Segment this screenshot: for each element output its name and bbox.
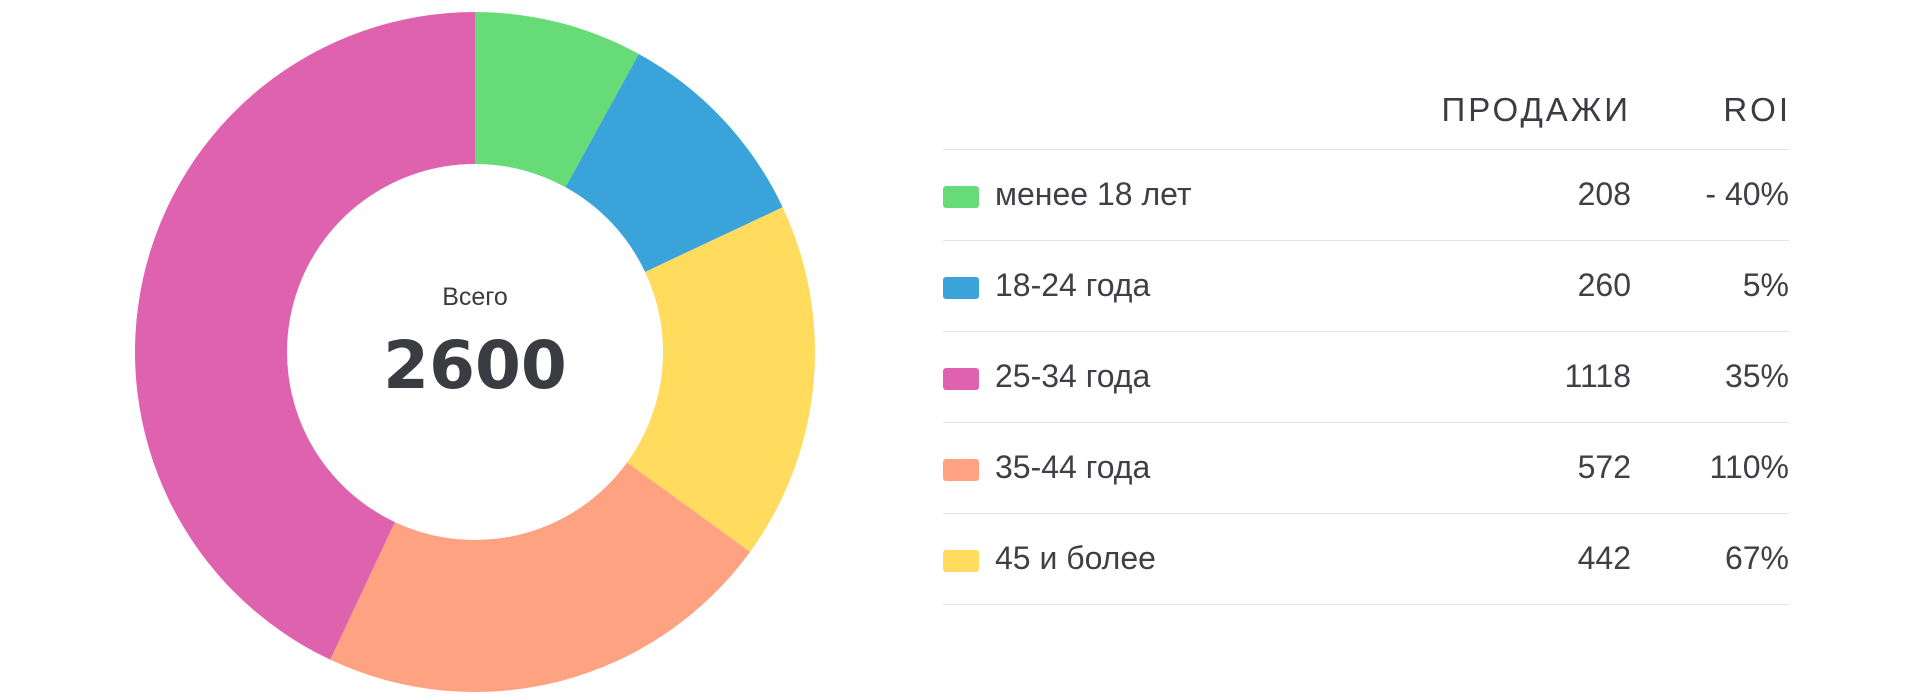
- row-label: 18-24 года: [995, 267, 1151, 303]
- row-roi: 5%: [1742, 267, 1789, 303]
- header-roi: ROI: [1723, 91, 1791, 128]
- row-sales: 260: [1577, 267, 1631, 303]
- table-row: 25-34 года 1118 35%: [943, 332, 1789, 423]
- legend-swatch-35-44: [943, 459, 979, 481]
- row-roi: 67%: [1724, 540, 1789, 576]
- donut-slice-45-и-более: [627, 207, 815, 552]
- row-sales: 208: [1577, 176, 1631, 212]
- donut-slice-35-44-года: [330, 462, 751, 692]
- row-sales: 1118: [1564, 358, 1631, 394]
- row-label: менее 18 лет: [995, 176, 1192, 212]
- center-total: 2600: [383, 327, 567, 404]
- row-label: 45 и более: [995, 540, 1156, 576]
- header-sales: ПРОДАЖИ: [1441, 91, 1631, 128]
- table-header: ПРОДАЖИ ROI: [943, 75, 1789, 150]
- legend-table: ПРОДАЖИ ROI менее 18 лет 208 - 40% 18-24…: [943, 75, 1789, 605]
- row-sales: 572: [1577, 449, 1631, 485]
- center-label: Всего: [442, 283, 508, 311]
- table-row: 18-24 года 260 5%: [943, 241, 1789, 332]
- row-roi: - 40%: [1705, 176, 1789, 212]
- table-row: 35-44 года 572 110%: [943, 423, 1789, 514]
- donut-chart: Всего 2600: [135, 12, 815, 692]
- row-label: 25-34 года: [995, 358, 1151, 394]
- legend-swatch-25-34: [943, 368, 979, 390]
- legend-swatch-under-18: [943, 186, 979, 208]
- donut-slices: [135, 12, 815, 692]
- row-roi: 35%: [1724, 358, 1789, 394]
- donut-slice-менее-18-лет: [475, 12, 639, 188]
- table-row: 45 и более 442 67%: [943, 514, 1789, 605]
- row-sales: 442: [1577, 540, 1631, 576]
- legend-swatch-18-24: [943, 277, 979, 299]
- row-roi: 110%: [1709, 449, 1789, 485]
- row-label: 35-44 года: [995, 449, 1151, 485]
- donut-slice-25-34-года: [135, 12, 475, 660]
- legend-swatch-45-plus: [943, 550, 979, 572]
- donut-slice-18-24-года: [565, 54, 783, 272]
- table-row: менее 18 лет 208 - 40%: [943, 150, 1789, 241]
